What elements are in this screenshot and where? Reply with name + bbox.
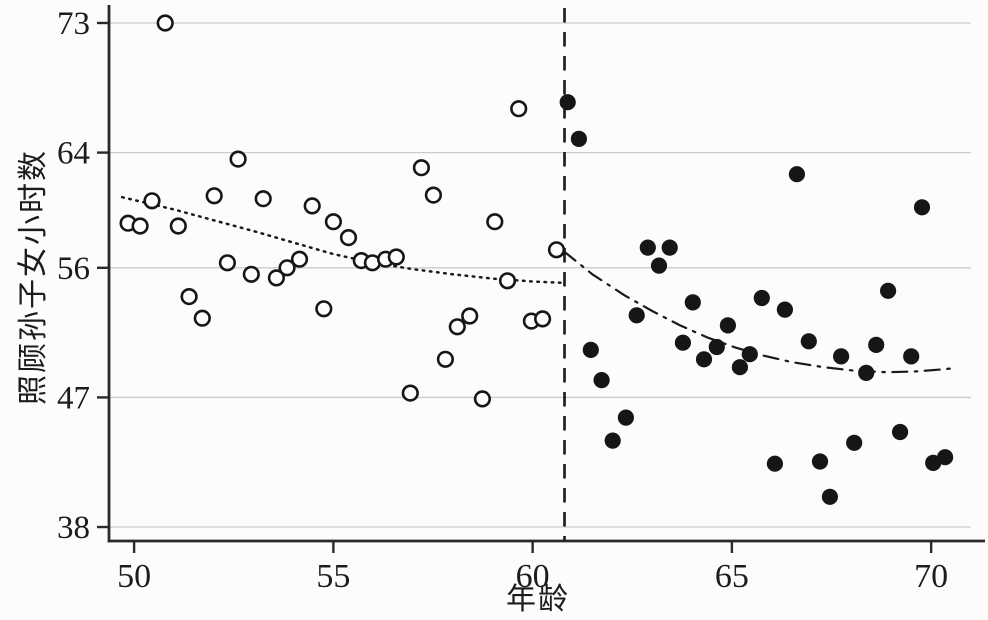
- x-axis-title: 年龄: [506, 583, 570, 616]
- data-point-filled: [903, 348, 920, 365]
- data-point-open: [424, 186, 443, 204]
- data-point-open: [486, 213, 504, 231]
- data-point-open: [448, 318, 466, 336]
- x-tick-label-65: 65: [715, 558, 749, 595]
- data-point-open: [315, 300, 333, 318]
- data-point-filled: [880, 282, 897, 299]
- y-axis-title: 照顾孙子女小时数: [17, 149, 50, 405]
- x-tick-label-55: 55: [316, 558, 350, 595]
- data-point-filled: [559, 94, 576, 111]
- data-point-open: [510, 100, 528, 118]
- data-point-filled: [650, 257, 668, 274]
- data-point-filled: [593, 372, 610, 389]
- data-point-open: [473, 390, 492, 408]
- data-point-filled: [833, 348, 850, 365]
- data-point-filled: [937, 449, 954, 466]
- data-point-filled: [776, 301, 794, 318]
- data-point-filled: [858, 364, 875, 381]
- fit-line-dash-dot: [562, 250, 959, 374]
- y-tick-label-73: 73: [57, 6, 90, 42]
- data-point-open: [267, 269, 286, 287]
- data-point-open: [143, 192, 161, 210]
- data-point-filled: [604, 432, 621, 449]
- data-point-filled: [811, 453, 829, 470]
- data-point-open: [218, 254, 236, 272]
- data-point-filled: [708, 338, 725, 356]
- x-tick-label-50: 50: [117, 558, 151, 595]
- y-tick-label-38: 38: [57, 510, 90, 546]
- data-point-filled: [892, 423, 909, 441]
- data-point-filled: [639, 239, 656, 256]
- data-point-open: [401, 384, 419, 402]
- data-point-open: [131, 217, 149, 235]
- data-point-open: [156, 14, 174, 32]
- x-tick-label-60: 60: [516, 558, 550, 595]
- data-point-filled: [846, 434, 863, 451]
- data-point-filled: [800, 333, 817, 350]
- data-point-open: [412, 159, 431, 177]
- data-point-filled: [731, 359, 749, 376]
- data-point-open: [254, 190, 272, 208]
- data-point-filled: [674, 334, 692, 351]
- data-point-open: [205, 187, 223, 205]
- data-point-open: [229, 150, 247, 168]
- data-point-open: [278, 259, 296, 277]
- x-tick-label-70: 70: [914, 558, 948, 595]
- data-point-filled: [661, 239, 678, 256]
- y-tick-label-56: 56: [57, 251, 90, 287]
- data-point-open: [303, 197, 321, 215]
- data-point-open: [242, 265, 260, 283]
- data-point-filled: [788, 166, 806, 183]
- data-point-filled: [617, 409, 635, 426]
- data-point-open: [461, 307, 479, 325]
- data-point-filled: [695, 351, 713, 368]
- data-point-open: [547, 241, 566, 259]
- data-point-filled: [570, 130, 588, 147]
- data-point-open: [193, 309, 211, 327]
- data-point-open: [180, 288, 198, 306]
- data-point-filled: [913, 199, 931, 216]
- data-point-filled: [628, 307, 645, 324]
- data-point-open: [387, 248, 405, 266]
- data-point-open: [498, 272, 517, 290]
- data-point-filled: [821, 488, 839, 505]
- data-point-open: [533, 310, 552, 328]
- data-point-filled: [719, 317, 737, 334]
- data-point-filled: [684, 294, 701, 311]
- data-point-filled: [582, 341, 599, 358]
- data-point-filled: [753, 289, 770, 307]
- data-point-open: [169, 217, 187, 235]
- data-point-filled: [766, 455, 784, 472]
- data-point-filled: [868, 336, 885, 353]
- data-point-open: [290, 250, 309, 268]
- data-point-open: [339, 229, 358, 247]
- data-point-open: [436, 350, 455, 368]
- y-tick-label-47: 47: [57, 380, 90, 416]
- y-tick-label-64: 64: [57, 136, 90, 172]
- data-point-filled: [741, 346, 758, 363]
- data-point-open: [324, 213, 343, 231]
